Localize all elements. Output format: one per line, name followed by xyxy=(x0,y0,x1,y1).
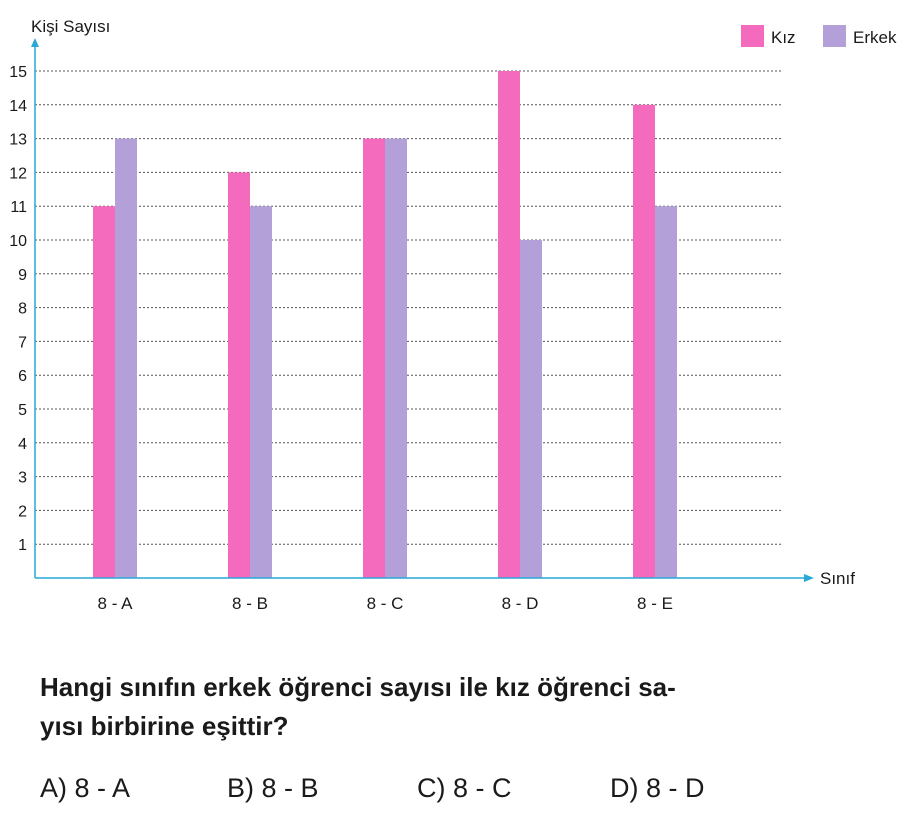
y-tick-label: 10 xyxy=(9,233,27,250)
y-tick-label: 11 xyxy=(10,199,27,216)
y-tick-label: 3 xyxy=(18,470,27,487)
y-axis-arrow-icon xyxy=(31,38,39,47)
bar-erkek xyxy=(520,240,542,578)
option-a[interactable]: A) 8 - A xyxy=(40,773,131,803)
legend-label-kiz: Kız xyxy=(771,28,796,47)
x-tick-label: 8 - B xyxy=(232,594,268,613)
legend-swatch-kiz xyxy=(741,25,764,47)
bar-kiz xyxy=(228,172,250,578)
grid-lines xyxy=(35,70,781,545)
y-tick-label: 7 xyxy=(18,334,27,351)
bar-kiz xyxy=(363,138,385,578)
option-b[interactable]: B) 8 - B xyxy=(227,773,319,803)
x-tick-labels: 8 - A 8 - B 8 - C 8 - D 8 - E xyxy=(98,594,673,613)
axes xyxy=(31,38,814,582)
question-line-1: Hangi sınıfın erkek öğrenci sayısı ile k… xyxy=(40,672,676,702)
x-tick-label: 8 - D xyxy=(502,594,539,613)
y-tick-label: 13 xyxy=(9,132,27,149)
bars xyxy=(93,71,677,579)
bar-kiz xyxy=(93,206,115,578)
x-tick-label: 8 - C xyxy=(367,594,404,613)
bar-kiz xyxy=(498,71,520,578)
bar-erkek xyxy=(655,206,677,578)
bar-erkek xyxy=(115,138,137,578)
question-line-2: yısı birbirine eşittir? xyxy=(40,711,289,741)
x-tick-label: 8 - A xyxy=(98,594,134,613)
bar-erkek xyxy=(250,206,272,578)
answer-options: A) 8 - A B) 8 - B C) 8 - C D) 8 - D xyxy=(0,773,915,813)
y-tick-label: 8 xyxy=(18,301,27,318)
y-tick-label: 12 xyxy=(9,165,27,182)
x-axis-label: Sınıf xyxy=(820,569,855,588)
bar-erkek xyxy=(385,138,407,578)
x-tick-label: 8 - E xyxy=(637,594,673,613)
question-text: Hangi sınıfın erkek öğrenci sayısı ile k… xyxy=(40,668,900,746)
y-axis-label: Kişi Sayısı xyxy=(31,17,110,36)
legend-swatch-erkek xyxy=(823,25,846,47)
y-tick-label: 14 xyxy=(9,98,27,115)
y-tick-label: 1 xyxy=(18,537,27,554)
y-tick-label: 2 xyxy=(18,503,27,520)
option-d[interactable]: D) 8 - D xyxy=(610,773,705,803)
x-axis-arrow-icon xyxy=(804,574,814,582)
legend-label-erkek: Erkek xyxy=(853,28,897,47)
y-tick-label: 6 xyxy=(18,368,27,385)
y-tick-label: 15 xyxy=(9,64,27,81)
legend: Kız Erkek xyxy=(741,25,897,47)
y-tick-label: 5 xyxy=(18,402,27,419)
option-c[interactable]: C) 8 - C xyxy=(417,773,512,803)
y-tick-label: 9 xyxy=(18,267,27,284)
y-tick-label: 4 xyxy=(18,436,27,453)
bar-kiz xyxy=(633,104,655,579)
